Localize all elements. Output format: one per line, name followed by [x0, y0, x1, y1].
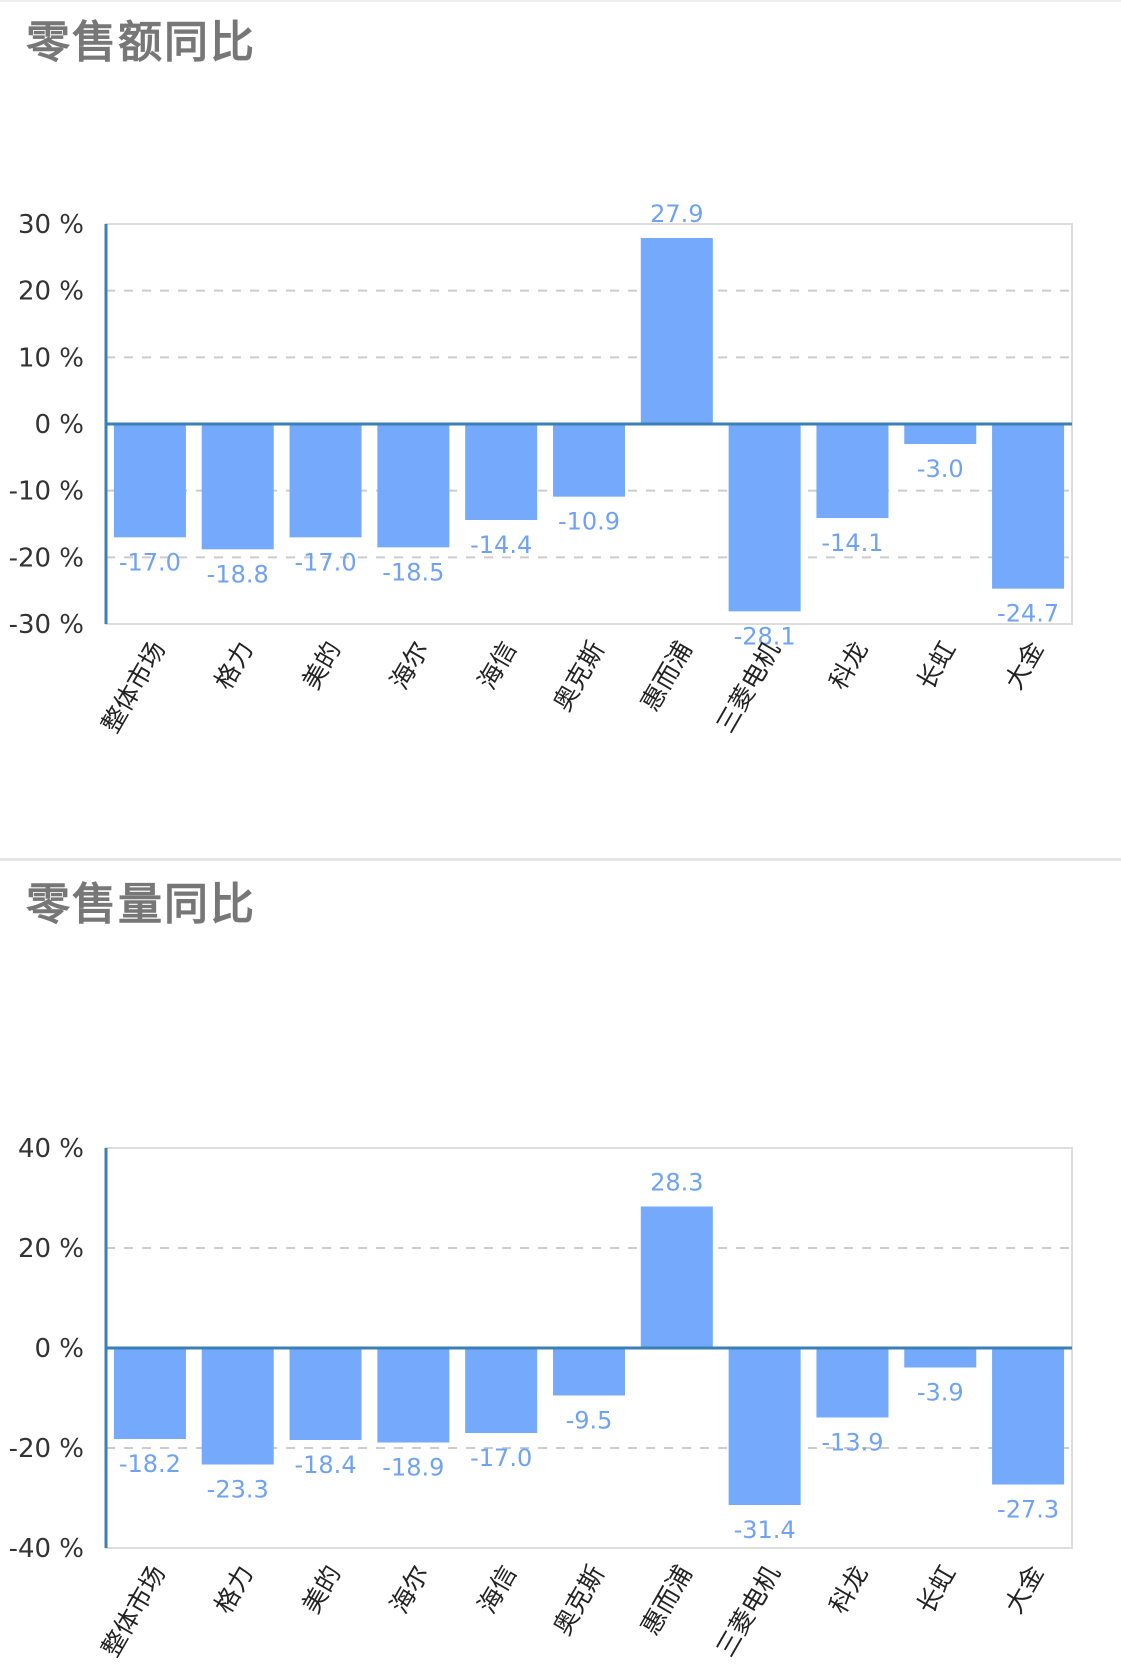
bar-5	[465, 1348, 538, 1433]
category-label: 科龙	[824, 1561, 874, 1619]
bar-5	[465, 424, 538, 520]
data-label: -18.8	[207, 560, 269, 588]
data-label: -17.0	[119, 548, 181, 576]
category-label: 格力	[209, 637, 259, 695]
category-label: 大金	[999, 637, 1049, 695]
bar-11	[992, 424, 1065, 589]
data-label: -18.4	[294, 1451, 356, 1479]
data-label: 28.3	[650, 1169, 703, 1197]
retail-sales-yoy-panel: 零售额同比 30 % 20 % 10 % 0 % -10 % -20 % -30 % -17.…	[9, 17, 1073, 738]
bar-10	[904, 1348, 977, 1368]
section-divider	[0, 858, 1121, 861]
category-label: 海信	[472, 1561, 522, 1619]
data-label: -10.9	[558, 508, 620, 536]
data-label: -27.3	[997, 1496, 1059, 1524]
bar-6	[552, 424, 626, 497]
category-label: 科龙	[824, 637, 874, 695]
bar-11	[992, 1348, 1065, 1485]
data-label: -23.3	[207, 1476, 269, 1504]
data-label: -17.0	[470, 1444, 532, 1472]
data-label: -28.1	[734, 622, 796, 650]
bar-8	[728, 424, 801, 612]
category-label: 海信	[472, 637, 522, 695]
data-label: -18.2	[119, 1450, 181, 1478]
bar-2	[201, 1348, 274, 1465]
y-tick-label: 20 %	[18, 277, 84, 307]
bar-6	[552, 1348, 626, 1396]
y-tick-label: -40 %	[9, 1534, 84, 1564]
data-label: -17.0	[294, 548, 356, 576]
y-tick-label: 20 %	[18, 1234, 84, 1264]
retail-volume-yoy-panel: 零售量同比 40 % 20 % 0 % -20 % -40 % -18.2 整体市场 -23.…	[0, 862, 1121, 1674]
category-label: 惠而浦	[635, 1561, 698, 1640]
category-label: 奥克斯	[548, 637, 611, 716]
category-label: 美的	[297, 637, 347, 695]
y-tick-label: -30 %	[9, 610, 84, 640]
bar-4	[377, 424, 450, 548]
bar-7	[640, 238, 713, 424]
bar-9	[816, 1348, 889, 1418]
data-label: -18.5	[382, 558, 444, 586]
category-label: 大金	[999, 1561, 1049, 1619]
category-label: 整体市场	[96, 1561, 171, 1662]
bar-7	[640, 1206, 713, 1348]
data-label: -9.5	[566, 1407, 613, 1435]
category-label: 海尔	[384, 1561, 434, 1619]
y-tick-label: -20 %	[9, 543, 84, 573]
bar-2	[201, 424, 274, 550]
bar-10	[904, 424, 977, 444]
bar-9	[816, 424, 889, 518]
data-label: 27.9	[650, 200, 703, 228]
bar-8	[728, 1348, 801, 1505]
bar-3	[289, 424, 362, 538]
category-label: 海尔	[384, 637, 434, 695]
y-tick-label: 40 %	[18, 1134, 84, 1164]
category-label: 整体市场	[96, 637, 171, 738]
y-tick-label: 30 %	[18, 210, 84, 240]
category-label: 格力	[209, 1561, 259, 1619]
category-label: 长虹	[911, 637, 961, 695]
panel-title: 零售量同比	[26, 879, 256, 930]
bar-1	[113, 424, 186, 538]
data-label: -18.9	[382, 1454, 444, 1482]
category-label: 三菱电机	[711, 637, 786, 738]
bar-3	[289, 1348, 362, 1440]
y-tick-label: -20 %	[9, 1434, 84, 1464]
y-tick-label: 0 %	[34, 410, 84, 440]
data-label: -13.9	[821, 1429, 883, 1457]
category-label: 惠而浦	[635, 637, 698, 716]
top-border	[0, 0, 1121, 2]
y-tick-label: -10 %	[9, 477, 84, 507]
y-tick-label: 0 %	[34, 1334, 84, 1364]
category-label: 美的	[297, 1561, 347, 1619]
data-label: -3.0	[917, 455, 964, 483]
category-label: 长虹	[911, 1561, 961, 1619]
data-label: -3.9	[917, 1379, 964, 1407]
data-label: -14.4	[470, 531, 532, 559]
data-label: -24.7	[997, 600, 1059, 628]
data-label: -31.4	[734, 1516, 796, 1544]
bar-1	[113, 1348, 186, 1439]
bar-4	[377, 1348, 450, 1443]
category-label: 三菱电机	[711, 1561, 786, 1662]
retail-volume-yoy-chart: 40 % 20 % 0 % -20 % -40 % -18.2 整体市场 -23.3 格力 -18…	[9, 1134, 1073, 1662]
retail-sales-yoy-chart: 30 % 20 % 10 % 0 % -10 % -20 % -30 % -17.0 整体市场 -…	[9, 200, 1073, 738]
data-label: -14.1	[821, 529, 883, 557]
panel-title: 零售额同比	[26, 17, 256, 68]
category-label: 奥克斯	[548, 1561, 611, 1640]
y-tick-label: 10 %	[18, 343, 84, 373]
